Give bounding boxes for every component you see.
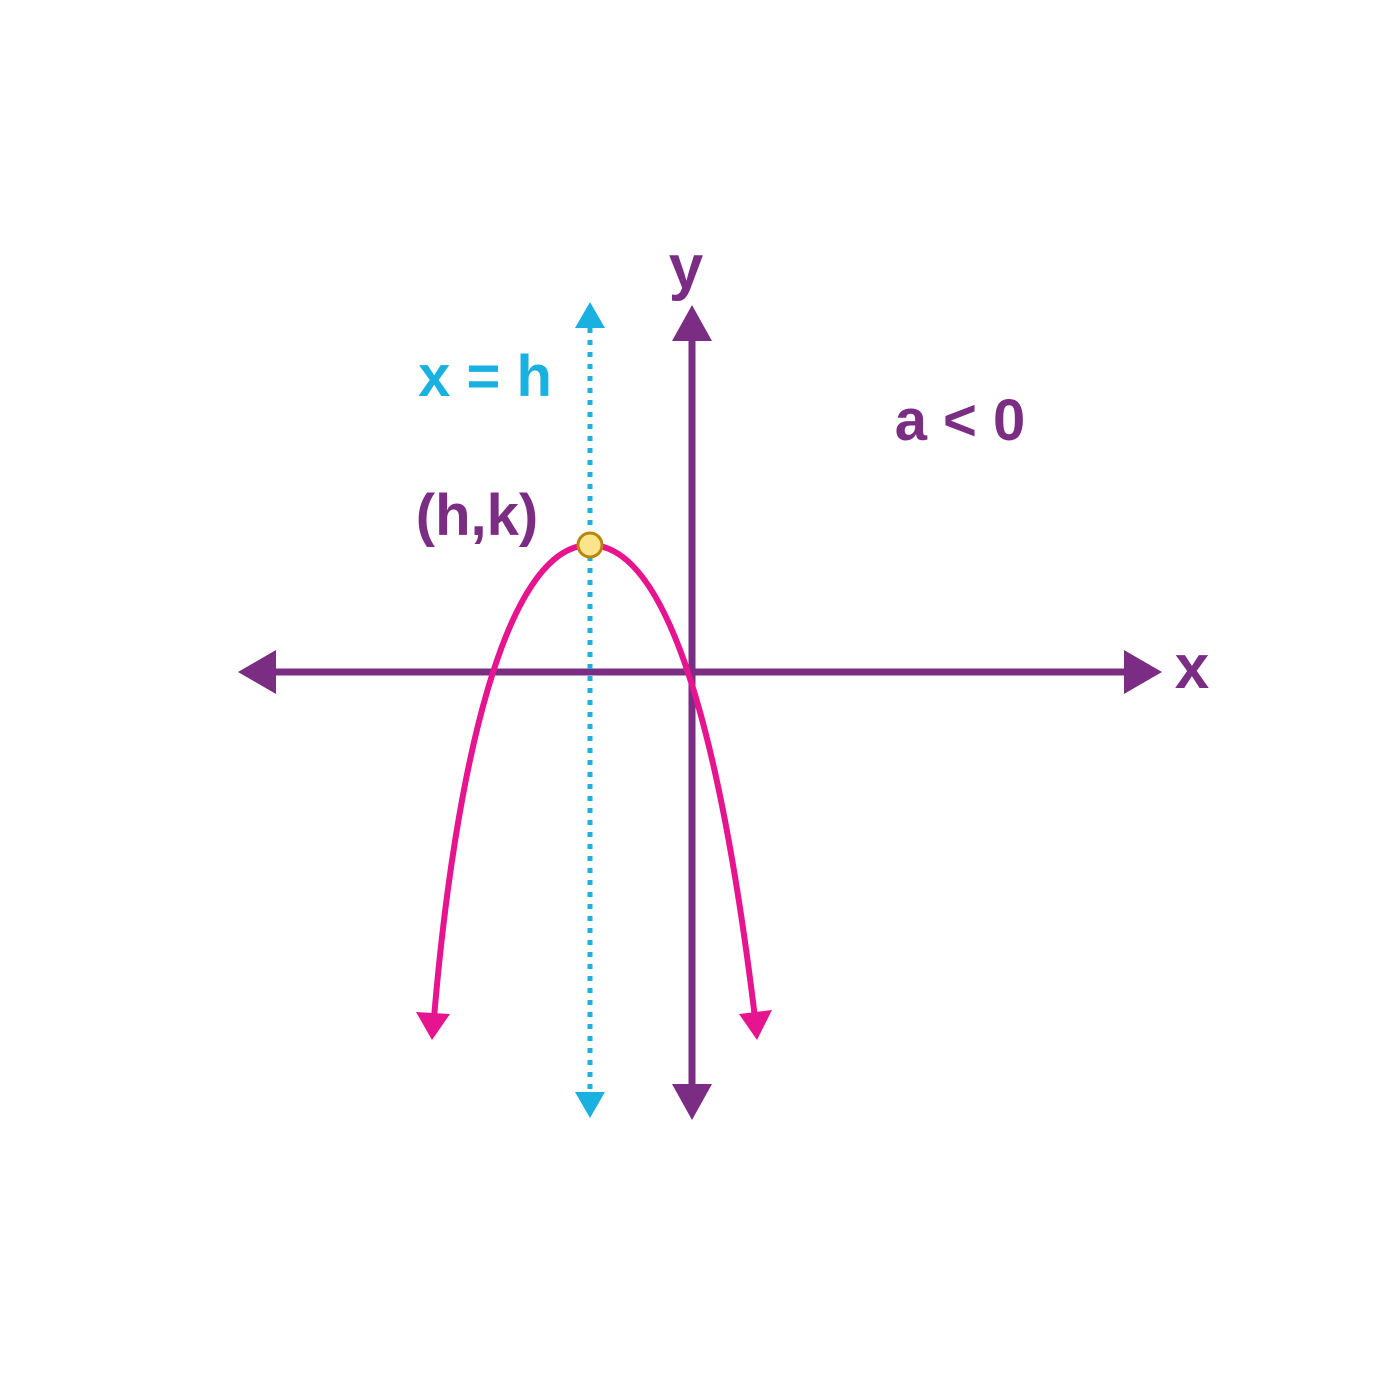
symmetry-top-arrow bbox=[575, 302, 605, 328]
x-axis-left-arrow bbox=[238, 650, 276, 694]
symmetry-bottom-arrow bbox=[575, 1092, 605, 1118]
parabola-right-arrow bbox=[739, 1010, 772, 1040]
x-axis-label: x bbox=[1175, 633, 1210, 702]
vertex-point bbox=[576, 531, 604, 559]
y-axis-label: y bbox=[669, 233, 704, 302]
axis-of-symmetry-label: x = h bbox=[418, 344, 552, 409]
condition-label: a < 0 bbox=[895, 388, 1026, 453]
y-axis-bottom-arrow bbox=[672, 1084, 712, 1120]
x-axis-right-arrow bbox=[1124, 650, 1162, 694]
parabola-left-arrow bbox=[416, 1012, 450, 1040]
parabola bbox=[416, 541, 772, 1040]
vertex-label: (h,k) bbox=[416, 483, 538, 548]
parabola-curve bbox=[431, 541, 758, 1019]
y-axis bbox=[672, 305, 712, 1120]
y-axis-top-arrow bbox=[672, 305, 712, 341]
x-axis bbox=[238, 650, 1162, 694]
axis-of-symmetry bbox=[575, 302, 605, 1118]
